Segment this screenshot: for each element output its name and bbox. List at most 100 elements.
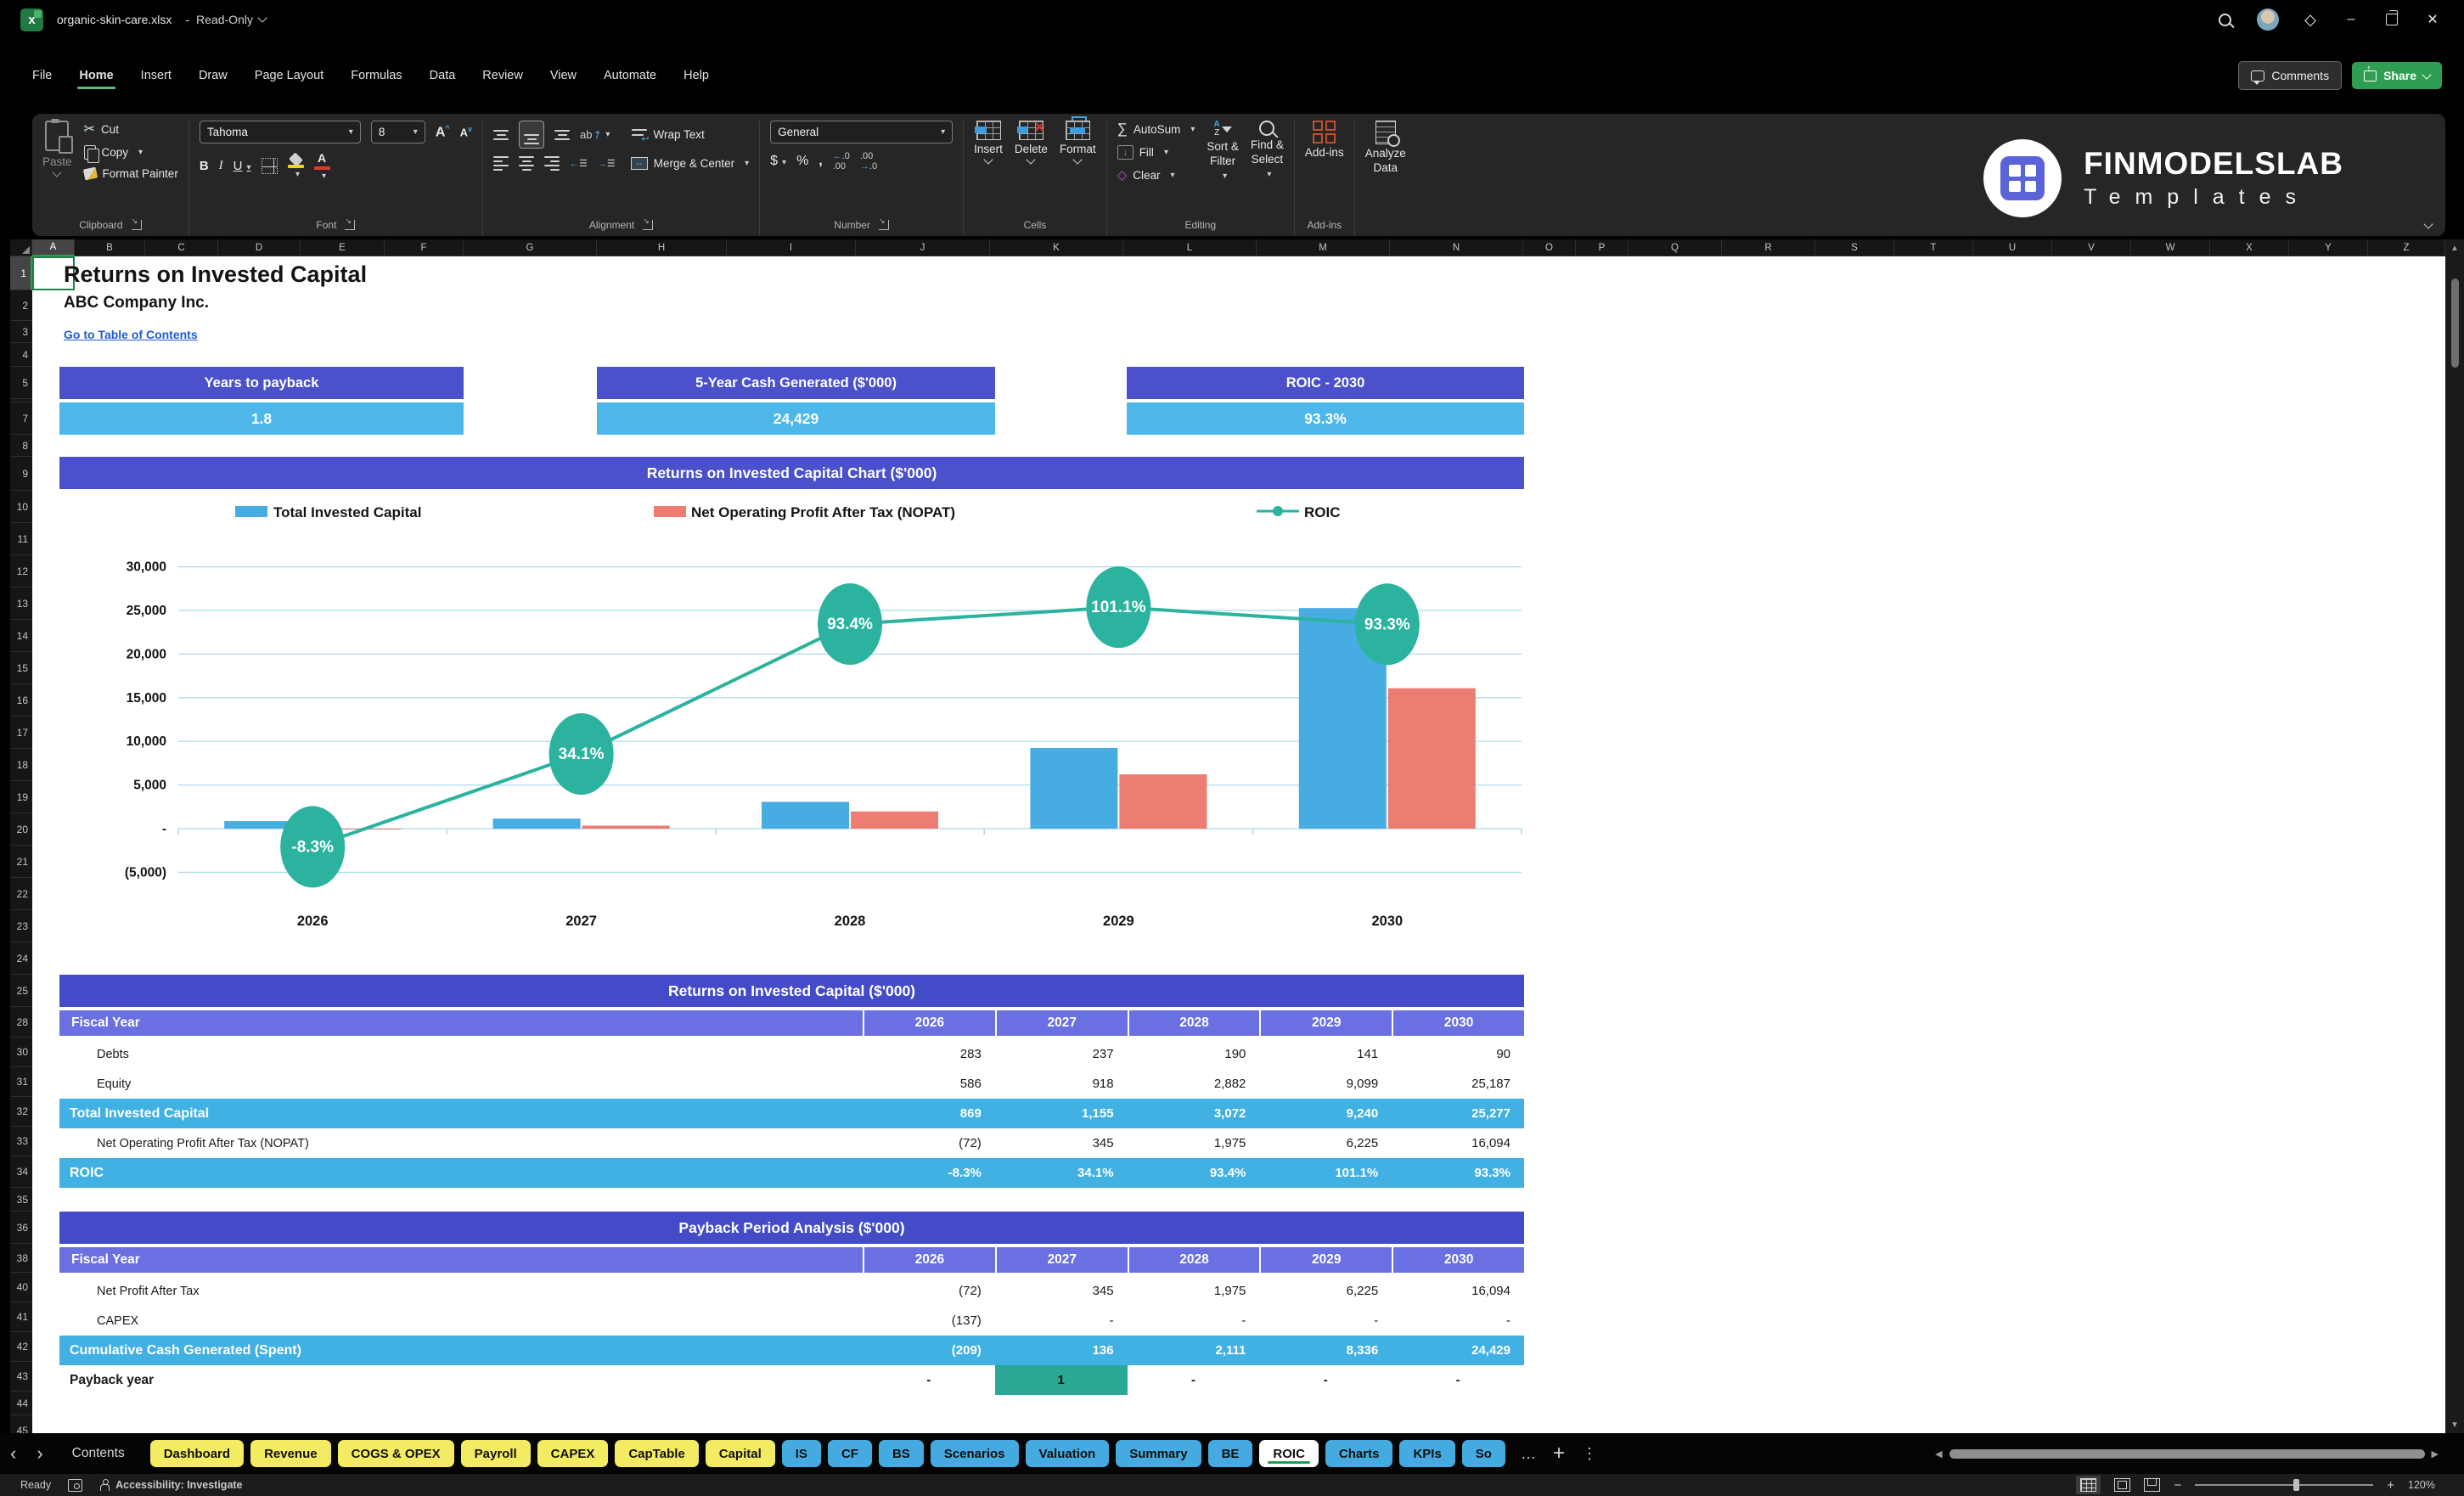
sheet-tab-kpis[interactable]: KPIs xyxy=(1399,1440,1455,1467)
format-cells-button[interactable]: Format xyxy=(1060,116,1096,165)
cell-value[interactable]: 9,240 xyxy=(1346,1106,1379,1121)
font-color-icon[interactable]: A xyxy=(313,151,330,181)
decrease-font-icon[interactable]: Av xyxy=(459,125,473,139)
menu-tab-formulas[interactable]: Formulas xyxy=(351,69,402,82)
scroll-left-icon[interactable]: ◀ xyxy=(1935,1448,1943,1459)
cell-value[interactable]: 237 xyxy=(1092,1047,1114,1061)
row-header-13[interactable]: 13 xyxy=(10,588,32,620)
clear-button[interactable]: ◇ Clear xyxy=(1117,167,1195,183)
row-header-24[interactable]: 24 xyxy=(10,942,32,975)
increase-font-icon[interactable]: A^ xyxy=(435,123,450,140)
menu-tab-insert[interactable]: Insert xyxy=(140,69,172,82)
row-header-12[interactable]: 12 xyxy=(10,555,32,588)
sheet-tab-is[interactable]: IS xyxy=(781,1440,821,1467)
copy-button[interactable]: Copy xyxy=(83,145,178,163)
column-header-M[interactable]: M xyxy=(1257,239,1390,256)
cell-value[interactable]: 93.4% xyxy=(1209,1166,1246,1180)
menu-tab-data[interactable]: Data xyxy=(429,69,456,82)
row-header-1[interactable]: 1 xyxy=(10,256,32,290)
column-header-J[interactable]: J xyxy=(856,239,990,256)
cell-value[interactable]: - xyxy=(1241,1313,1246,1328)
cell-value[interactable]: 1,155 xyxy=(1082,1106,1114,1121)
cell-value[interactable]: - xyxy=(1455,1373,1460,1387)
menu-tab-home[interactable]: Home xyxy=(67,60,125,91)
row-header-40[interactable]: 40 xyxy=(10,1273,32,1302)
page-break-view-icon[interactable] xyxy=(2144,1478,2161,1492)
cell-value[interactable]: - xyxy=(1190,1373,1195,1387)
sheet-tab-cf[interactable]: CF xyxy=(827,1440,872,1467)
dialog-launcher-icon[interactable] xyxy=(643,217,654,230)
selected-cell-a1[interactable] xyxy=(32,256,75,290)
menu-tab-draw[interactable]: Draw xyxy=(198,69,228,82)
zoom-slider-thumb[interactable] xyxy=(2292,1479,2299,1491)
row-header-20[interactable]: 20 xyxy=(10,813,32,846)
increase-indent-icon[interactable]: →☰ xyxy=(597,159,616,169)
row-header-34[interactable]: 34 xyxy=(10,1156,32,1188)
scroll-right-icon[interactable]: ▶ xyxy=(2431,1448,2439,1459)
cell-value[interactable]: - xyxy=(1323,1373,1328,1387)
percent-format-icon[interactable]: % xyxy=(796,154,809,168)
row-header-2[interactable]: 2 xyxy=(10,290,32,321)
find-select-button[interactable]: Find & Select xyxy=(1251,121,1284,180)
cell-value[interactable]: 93.3% xyxy=(1474,1166,1510,1180)
format-painter-button[interactable]: Format Painter xyxy=(82,166,178,181)
vertical-scrollbar[interactable]: ▲ ▼ xyxy=(2445,239,2464,1433)
scroll-up-icon[interactable]: ▲ xyxy=(2450,243,2459,253)
row-header-41[interactable]: 41 xyxy=(10,1302,32,1332)
row-header-4[interactable]: 4 xyxy=(10,343,32,367)
row-header-14[interactable]: 14 xyxy=(10,620,32,652)
menu-tab-automate[interactable]: Automate xyxy=(604,69,657,82)
row-header-5[interactable]: 5 xyxy=(10,367,32,399)
align-top-icon[interactable] xyxy=(493,129,509,140)
accounting-format-icon[interactable]: $ xyxy=(770,154,786,169)
column-header-N[interactable]: N xyxy=(1390,239,1523,256)
paste-button[interactable]: Paste xyxy=(42,119,74,177)
zoom-in-icon[interactable]: + xyxy=(2387,1477,2395,1493)
column-header-H[interactable]: H xyxy=(597,239,727,256)
cell-value[interactable]: - xyxy=(1109,1313,1114,1328)
next-sheet-icon[interactable]: › xyxy=(37,1443,43,1464)
cell-value[interactable]: 586 xyxy=(959,1077,982,1091)
cell-value[interactable]: 918 xyxy=(1092,1077,1114,1091)
cut-button[interactable]: Cut xyxy=(84,121,178,138)
restore-button[interactable] xyxy=(2386,10,2398,25)
zoom-level[interactable]: 120% xyxy=(2408,1479,2435,1491)
align-bottom-icon[interactable] xyxy=(554,129,571,140)
prev-sheet-icon[interactable]: ‹ xyxy=(10,1443,17,1464)
row-header-44[interactable]: 44 xyxy=(10,1392,32,1415)
decrease-decimal-icon[interactable]: .00 →.0 xyxy=(859,151,878,172)
worksheet[interactable]: Returns on Invested Capital ABC Company … xyxy=(32,256,2445,1433)
column-header-G[interactable]: G xyxy=(464,239,597,256)
accessibility-status[interactable]: Accessibility: Investigate xyxy=(115,1479,243,1491)
addins-button[interactable]: Add-ins xyxy=(1305,121,1344,160)
column-header-T[interactable]: T xyxy=(1894,239,1973,256)
column-header-I[interactable]: I xyxy=(727,239,856,256)
cell-value[interactable]: 1,975 xyxy=(1213,1136,1246,1150)
row-header-22[interactable]: 22 xyxy=(10,878,32,910)
comments-button[interactable]: Comments xyxy=(2238,61,2343,90)
cell-value[interactable]: 136 xyxy=(1092,1343,1114,1358)
delete-cells-button[interactable]: Delete xyxy=(1015,118,1048,165)
italic-button[interactable]: I xyxy=(218,159,223,172)
align-left-icon[interactable] xyxy=(493,156,509,171)
sheet-tab-bs[interactable]: BS xyxy=(878,1440,924,1467)
align-center-icon[interactable] xyxy=(519,156,535,171)
dialog-launcher-icon[interactable] xyxy=(131,217,142,230)
roic-chart[interactable]: Total Invested Capital Net Operating Prof… xyxy=(59,491,1524,975)
cell-value[interactable]: 141 xyxy=(1357,1047,1379,1061)
cell-value[interactable]: 25,277 xyxy=(1471,1106,1510,1121)
row-header-9[interactable]: 9 xyxy=(10,457,32,491)
align-right-icon[interactable] xyxy=(544,156,560,171)
column-header-K[interactable]: K xyxy=(990,239,1123,256)
bold-button[interactable]: B xyxy=(199,159,209,173)
borders-icon[interactable] xyxy=(261,158,278,174)
sheet-tab-charts[interactable]: Charts xyxy=(1325,1440,1393,1467)
sheet-tab-cogs-opex[interactable]: COGS & OPEX xyxy=(337,1440,454,1467)
row-header-28[interactable]: 28 xyxy=(10,1007,32,1038)
cell-value[interactable]: (137) xyxy=(951,1313,982,1328)
cell-value[interactable]: 2,882 xyxy=(1213,1077,1246,1091)
sheet-tab-revenue[interactable]: Revenue xyxy=(250,1440,331,1467)
column-header-E[interactable]: E xyxy=(301,239,385,256)
cell-value[interactable]: 90 xyxy=(1496,1047,1510,1061)
cell-value[interactable]: (209) xyxy=(951,1343,982,1358)
